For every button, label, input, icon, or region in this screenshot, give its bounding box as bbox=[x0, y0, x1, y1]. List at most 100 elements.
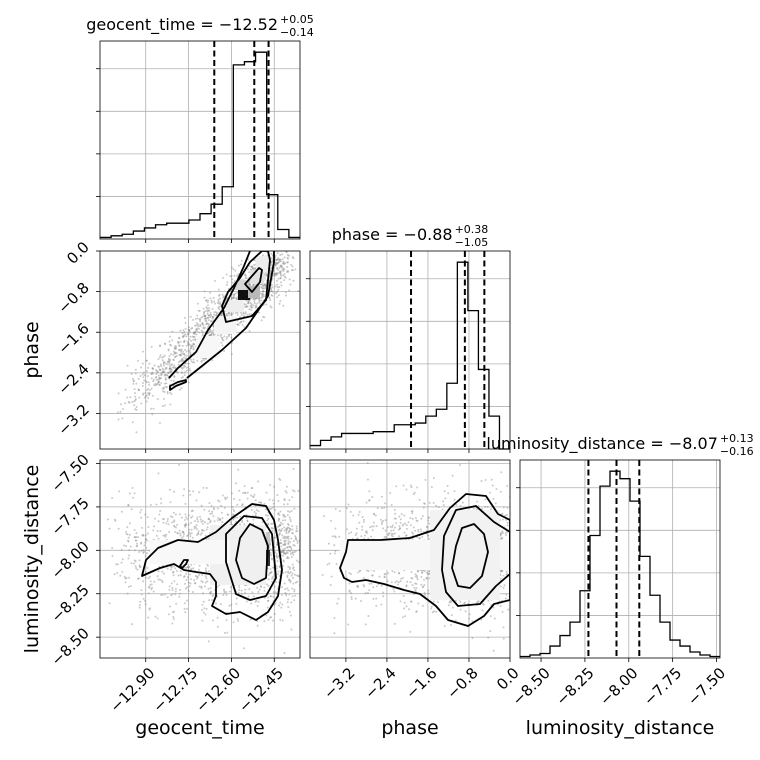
sample-point bbox=[164, 593, 167, 596]
sample-point bbox=[219, 303, 222, 306]
sample-point bbox=[499, 490, 502, 493]
x-axis-label: geocent_time bbox=[135, 717, 264, 739]
sample-point bbox=[364, 623, 367, 626]
sample-point bbox=[205, 577, 208, 580]
sample-point bbox=[172, 574, 175, 577]
sample-point bbox=[199, 320, 202, 323]
sample-point bbox=[399, 580, 402, 583]
sample-point bbox=[402, 594, 405, 597]
sample-point bbox=[395, 485, 398, 488]
sample-point bbox=[375, 597, 378, 600]
sample-point bbox=[138, 565, 141, 568]
sample-point bbox=[411, 538, 414, 541]
sample-point bbox=[234, 292, 237, 295]
sample-point bbox=[248, 283, 251, 286]
sample-point bbox=[247, 282, 250, 285]
sample-point bbox=[481, 602, 484, 605]
sample-point bbox=[186, 517, 189, 520]
sample-point bbox=[170, 370, 173, 373]
sample-point bbox=[361, 516, 364, 519]
sample-point bbox=[278, 513, 281, 516]
sample-point bbox=[435, 504, 438, 507]
sample-point bbox=[279, 618, 282, 621]
sample-point bbox=[187, 534, 190, 537]
sample-point bbox=[329, 519, 332, 522]
sample-point bbox=[242, 311, 245, 314]
sample-point bbox=[220, 336, 223, 339]
sample-point bbox=[287, 531, 290, 534]
sample-point bbox=[267, 599, 270, 602]
sample-point bbox=[383, 573, 386, 576]
sample-point bbox=[146, 516, 149, 519]
sample-point bbox=[191, 515, 194, 518]
sample-point bbox=[144, 576, 147, 579]
sample-point bbox=[119, 410, 122, 413]
sample-point bbox=[274, 254, 277, 257]
sample-point bbox=[190, 532, 193, 535]
sample-point bbox=[231, 313, 234, 316]
sample-point bbox=[337, 597, 340, 600]
sample-point bbox=[289, 581, 292, 584]
sample-point bbox=[223, 349, 226, 352]
sample-point bbox=[168, 354, 171, 357]
sample-point bbox=[230, 297, 233, 300]
contour-line bbox=[141, 503, 283, 621]
sample-point bbox=[178, 336, 181, 339]
sample-point bbox=[290, 628, 293, 631]
sample-point bbox=[184, 611, 187, 614]
sample-point bbox=[399, 600, 402, 603]
sample-point bbox=[175, 354, 178, 357]
sample-point bbox=[296, 244, 298, 246]
sample-point bbox=[223, 506, 226, 509]
sample-point bbox=[141, 393, 144, 396]
sample-point bbox=[189, 344, 192, 347]
sample-point bbox=[172, 350, 175, 353]
sample-point bbox=[171, 330, 174, 333]
sample-point bbox=[221, 517, 224, 520]
title-plus: +0.05 bbox=[280, 13, 314, 26]
sample-point bbox=[241, 520, 244, 523]
title-main: geocent_time = −12.52 bbox=[86, 15, 278, 35]
sample-point bbox=[487, 599, 490, 602]
sample-point bbox=[168, 340, 171, 343]
sample-point bbox=[398, 527, 401, 530]
sample-point bbox=[294, 268, 297, 271]
sample-point bbox=[297, 560, 300, 563]
sample-point bbox=[356, 584, 359, 587]
sample-point bbox=[258, 299, 261, 302]
sample-point bbox=[194, 574, 197, 577]
sample-point bbox=[512, 536, 514, 538]
sample-point bbox=[199, 518, 202, 521]
sample-point bbox=[230, 336, 233, 339]
contour-line bbox=[451, 523, 489, 589]
sample-point bbox=[252, 595, 255, 598]
sample-point bbox=[395, 522, 398, 525]
sample-point bbox=[244, 303, 247, 306]
sample-point bbox=[290, 269, 293, 272]
sample-point bbox=[382, 595, 385, 598]
sample-point bbox=[416, 569, 419, 572]
sample-point bbox=[132, 382, 135, 385]
sample-point bbox=[281, 258, 284, 261]
sample-point bbox=[480, 507, 483, 510]
sample-point bbox=[205, 607, 208, 610]
sample-point bbox=[106, 518, 109, 521]
sample-point bbox=[145, 381, 148, 384]
x-tick-label: −8.00 bbox=[596, 664, 641, 709]
sample-point bbox=[430, 486, 433, 489]
sample-point bbox=[409, 524, 412, 527]
sample-point bbox=[194, 582, 197, 585]
sample-point bbox=[294, 573, 297, 576]
sample-point bbox=[179, 354, 182, 357]
sample-point bbox=[258, 301, 261, 304]
sample-point bbox=[232, 513, 235, 516]
sample-point bbox=[165, 522, 168, 525]
sample-point bbox=[144, 538, 147, 541]
sample-point bbox=[169, 353, 172, 356]
sample-point bbox=[250, 265, 253, 268]
sample-point bbox=[126, 592, 129, 595]
sample-point bbox=[210, 313, 213, 316]
y-tick-label: −8.50 bbox=[48, 624, 93, 669]
sample-point bbox=[251, 306, 254, 309]
sample-point bbox=[201, 573, 204, 576]
